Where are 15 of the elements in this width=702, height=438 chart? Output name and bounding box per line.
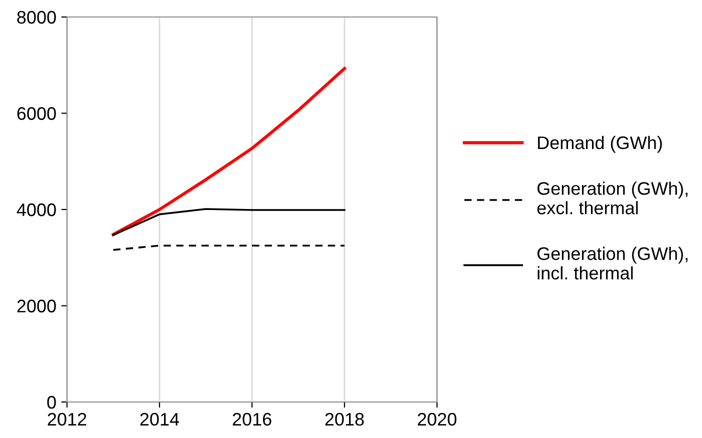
x-tick-label: 2018 [325,412,364,426]
x-tick-label: 2016 [232,412,272,426]
y-tick-label: 8000 [17,10,56,24]
legend-label: Generation (GWh), incl. thermal [537,246,688,280]
y-tick-label: 2000 [17,300,56,312]
line-series [112,66,346,236]
y-tick-label: 4000 [16,203,56,216]
x-tick-label: 2012 [48,412,86,426]
y-tick-label: 6000 [17,107,56,120]
line-series [112,208,346,236]
legend-label: Demand (GWh) [538,136,662,153]
x-tick-label: 2020 [418,412,456,426]
y-tick-label: 0 [47,396,56,409]
x-tick-label: 2014 [140,412,180,426]
legend-label: Generation (GWh), excl. thermal [537,182,688,214]
